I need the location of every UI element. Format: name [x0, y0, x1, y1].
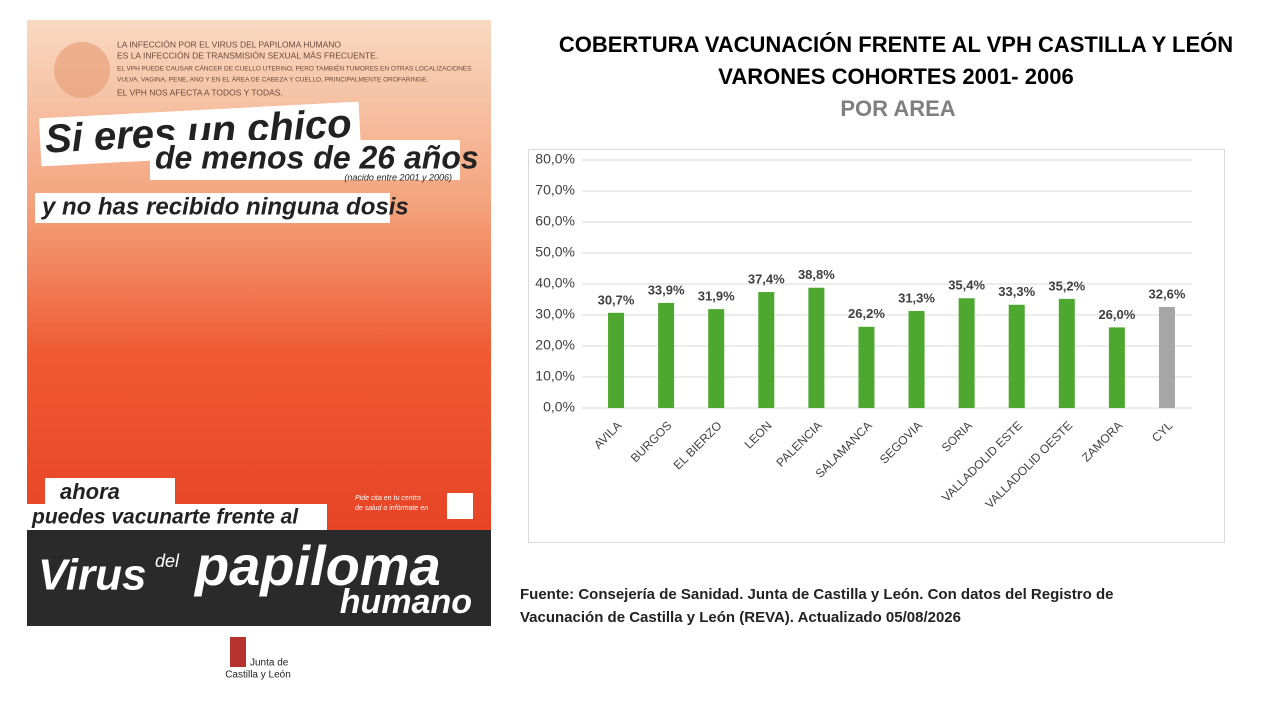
poster-info: ES LA INFECCIÓN DE TRANSMISIÓN SEXUAL MÁ…	[117, 50, 378, 60]
source: Vacunación de Castilla y León (REVA). Ac…	[520, 609, 961, 626]
bar	[1108, 327, 1125, 408]
chart-title: VARONES COHORTES 2001- 2006	[718, 64, 1073, 89]
data-label: 30,7%	[598, 292, 635, 307]
poster: LA INFECCIÓN POR EL VIRUS DEL PAPILOMA H…	[27, 20, 491, 626]
chart-title: COBERTURA VACUNACIÓN FRENTE AL VPH CASTI…	[559, 32, 1233, 57]
qr-code	[447, 493, 473, 519]
y-tick-label: 10,0%	[535, 368, 575, 384]
bar	[608, 312, 625, 408]
brand: del	[155, 551, 180, 571]
source: Fuente: Consejería de Sanidad. Junta de …	[520, 586, 1113, 603]
y-tick-label: 80,0%	[535, 151, 575, 167]
data-label: 33,9%	[648, 282, 685, 297]
brand-band	[27, 530, 491, 626]
poster-info: EL VPH NOS AFECTA A TODOS Y TODAS.	[117, 87, 283, 97]
brand: papiloma	[193, 534, 441, 597]
data-label: 35,4%	[948, 278, 985, 293]
bar	[1058, 298, 1075, 408]
y-tick-label: 70,0%	[535, 182, 575, 198]
data-label: 37,4%	[748, 271, 785, 286]
y-tick-label: 0,0%	[543, 399, 575, 415]
bar	[908, 310, 925, 408]
data-label: 26,2%	[848, 306, 885, 321]
logo-text: Junta de	[250, 658, 289, 669]
logo-shield	[230, 637, 246, 667]
headline-strip	[35, 193, 390, 223]
headline: y no has recibido ninguna dosis	[41, 193, 409, 220]
bar	[658, 302, 675, 408]
call-strip	[27, 504, 327, 532]
data-label: 33,3%	[998, 284, 1035, 299]
data-label: 31,3%	[898, 290, 935, 305]
logo-text: Castilla y León	[225, 670, 291, 681]
bar	[758, 292, 775, 408]
bar	[1158, 306, 1175, 408]
bar	[958, 298, 975, 408]
call-strip	[45, 478, 175, 506]
data-label: 26,0%	[1098, 307, 1135, 322]
y-tick-label: 40,0%	[535, 275, 575, 291]
data-label: 38,8%	[798, 267, 835, 282]
bar	[1008, 304, 1025, 408]
brand: humano	[340, 583, 472, 621]
data-label: 35,2%	[1048, 278, 1085, 293]
headline-strip	[150, 140, 460, 180]
y-tick-label: 30,0%	[535, 306, 575, 322]
headline: de menos de 26 años	[155, 139, 479, 175]
y-tick-label: 60,0%	[535, 213, 575, 229]
call: ahora	[60, 479, 120, 504]
y-tick-label: 20,0%	[535, 337, 575, 353]
brand: Virus	[38, 551, 146, 600]
bar	[858, 326, 875, 408]
poster-emblem	[54, 42, 110, 98]
call: puedes vacunarte frente al	[31, 506, 299, 529]
poster-info: VULVA, VAGINA, PENE, ANO Y EN EL ÁREA DE…	[117, 75, 428, 84]
bar	[708, 309, 725, 408]
poster-info: LA INFECCIÓN POR EL VIRUS DEL PAPILOMA H…	[117, 39, 341, 49]
bar	[808, 287, 825, 408]
poster-info: EL VPH PUEDE CAUSAR CÁNCER DE CUELLO UTE…	[117, 64, 472, 73]
chart-subtitle: POR AREA	[840, 96, 955, 121]
appointment: de salud o infórmate en	[355, 505, 428, 512]
headline-note: (nacido entre 2001 y 2006)	[344, 172, 452, 182]
appointment: Pide cita en tu centro	[355, 495, 421, 502]
y-tick-label: 50,0%	[535, 244, 575, 260]
data-label: 32,6%	[1149, 286, 1186, 301]
data-label: 31,9%	[698, 289, 735, 304]
